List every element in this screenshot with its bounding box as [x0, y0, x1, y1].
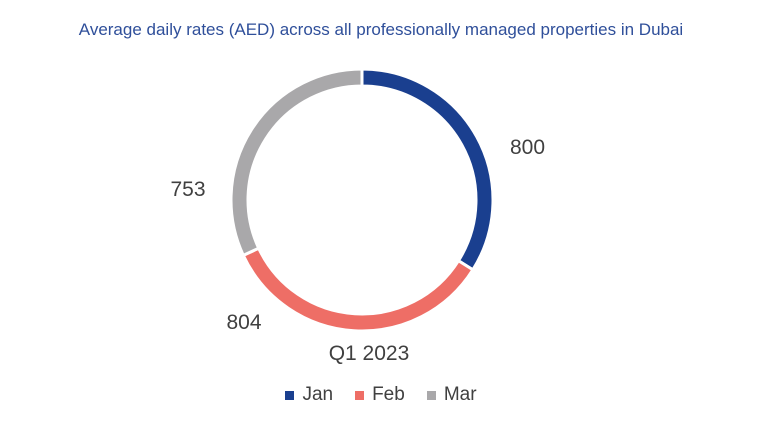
donut-data-labels: 800 804 753	[170, 136, 545, 334]
donut-slice-feb	[241, 246, 475, 333]
legend-item-feb: Feb	[355, 384, 405, 406]
legend-label: Feb	[372, 384, 405, 405]
legend-label: Jan	[302, 384, 334, 405]
donut-slices	[229, 67, 495, 333]
category-label: Q1 2023	[329, 342, 410, 365]
data-label-jan: 800	[510, 136, 545, 159]
legend-item-mar: Mar	[426, 384, 477, 406]
legend-swatch	[355, 390, 365, 400]
legend-label: Mar	[443, 384, 477, 405]
data-label-mar: 753	[170, 178, 205, 201]
legend: Jan Feb Mar	[0, 384, 762, 406]
data-label-feb: 804	[226, 311, 261, 334]
donut-slice-jan	[360, 67, 495, 272]
legend-swatch	[426, 390, 436, 400]
donut-slice-mar	[229, 67, 364, 258]
legend-swatch	[285, 390, 295, 400]
chart-title: Average daily rates (AED) across all pro…	[78, 20, 684, 39]
legend-item-jan: Jan	[285, 384, 333, 406]
